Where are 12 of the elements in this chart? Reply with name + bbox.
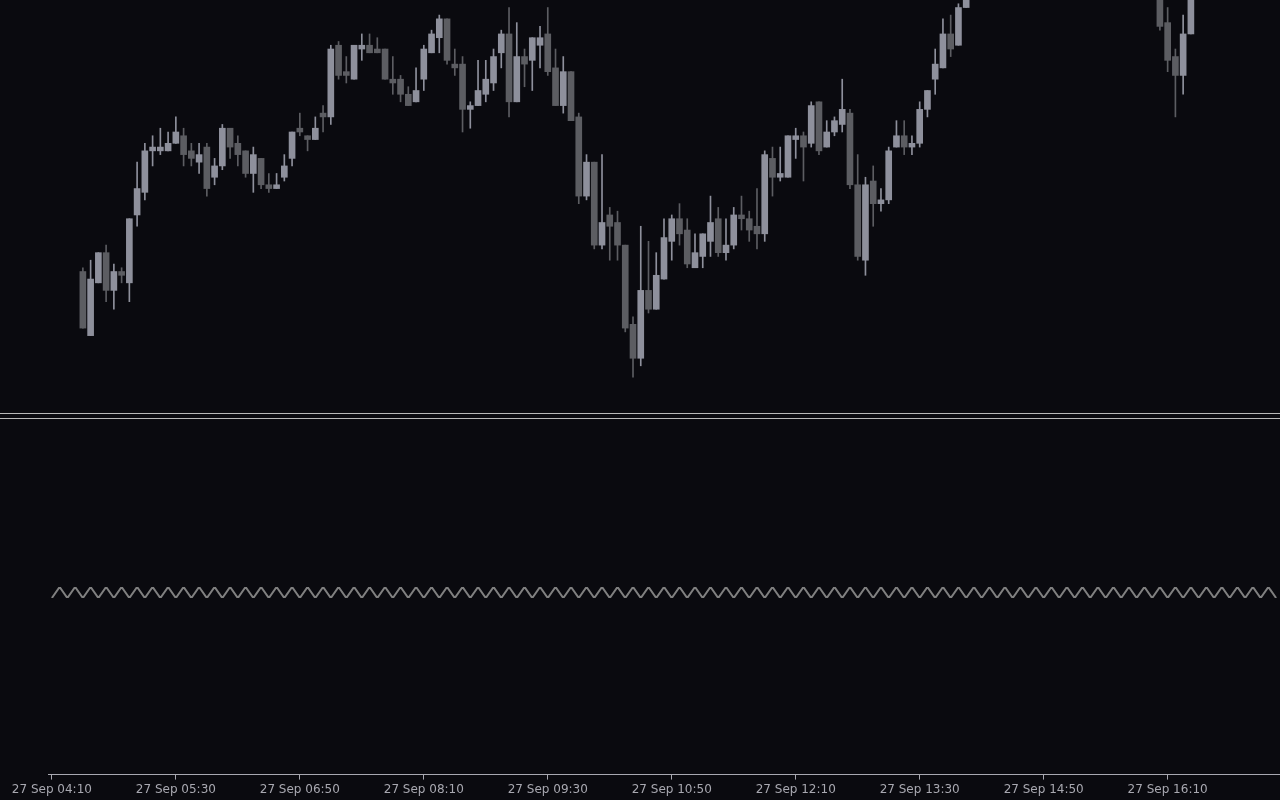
x-tick-label: 27 Sep 06:50 bbox=[259, 781, 340, 796]
x-tick-label: 27 Sep 05:30 bbox=[135, 781, 216, 796]
x-tick-label: 27 Sep 10:50 bbox=[631, 781, 712, 796]
x-tick-label: 27 Sep 08:10 bbox=[383, 781, 464, 796]
x-tick-label: 27 Sep 09:30 bbox=[507, 781, 588, 796]
candlestick bbox=[265, 173, 273, 193]
x-tick-label: 27 Sep 12:10 bbox=[755, 781, 836, 796]
x-tick-label: 27 Sep 04:10 bbox=[11, 781, 92, 796]
candlestick bbox=[296, 112, 304, 137]
x-tick-label: 27 Sep 13:30 bbox=[879, 781, 960, 796]
x-tick-label: 27 Sep 16:10 bbox=[1127, 781, 1208, 796]
x-tick-label: 27 Sep 14:50 bbox=[1003, 781, 1084, 796]
